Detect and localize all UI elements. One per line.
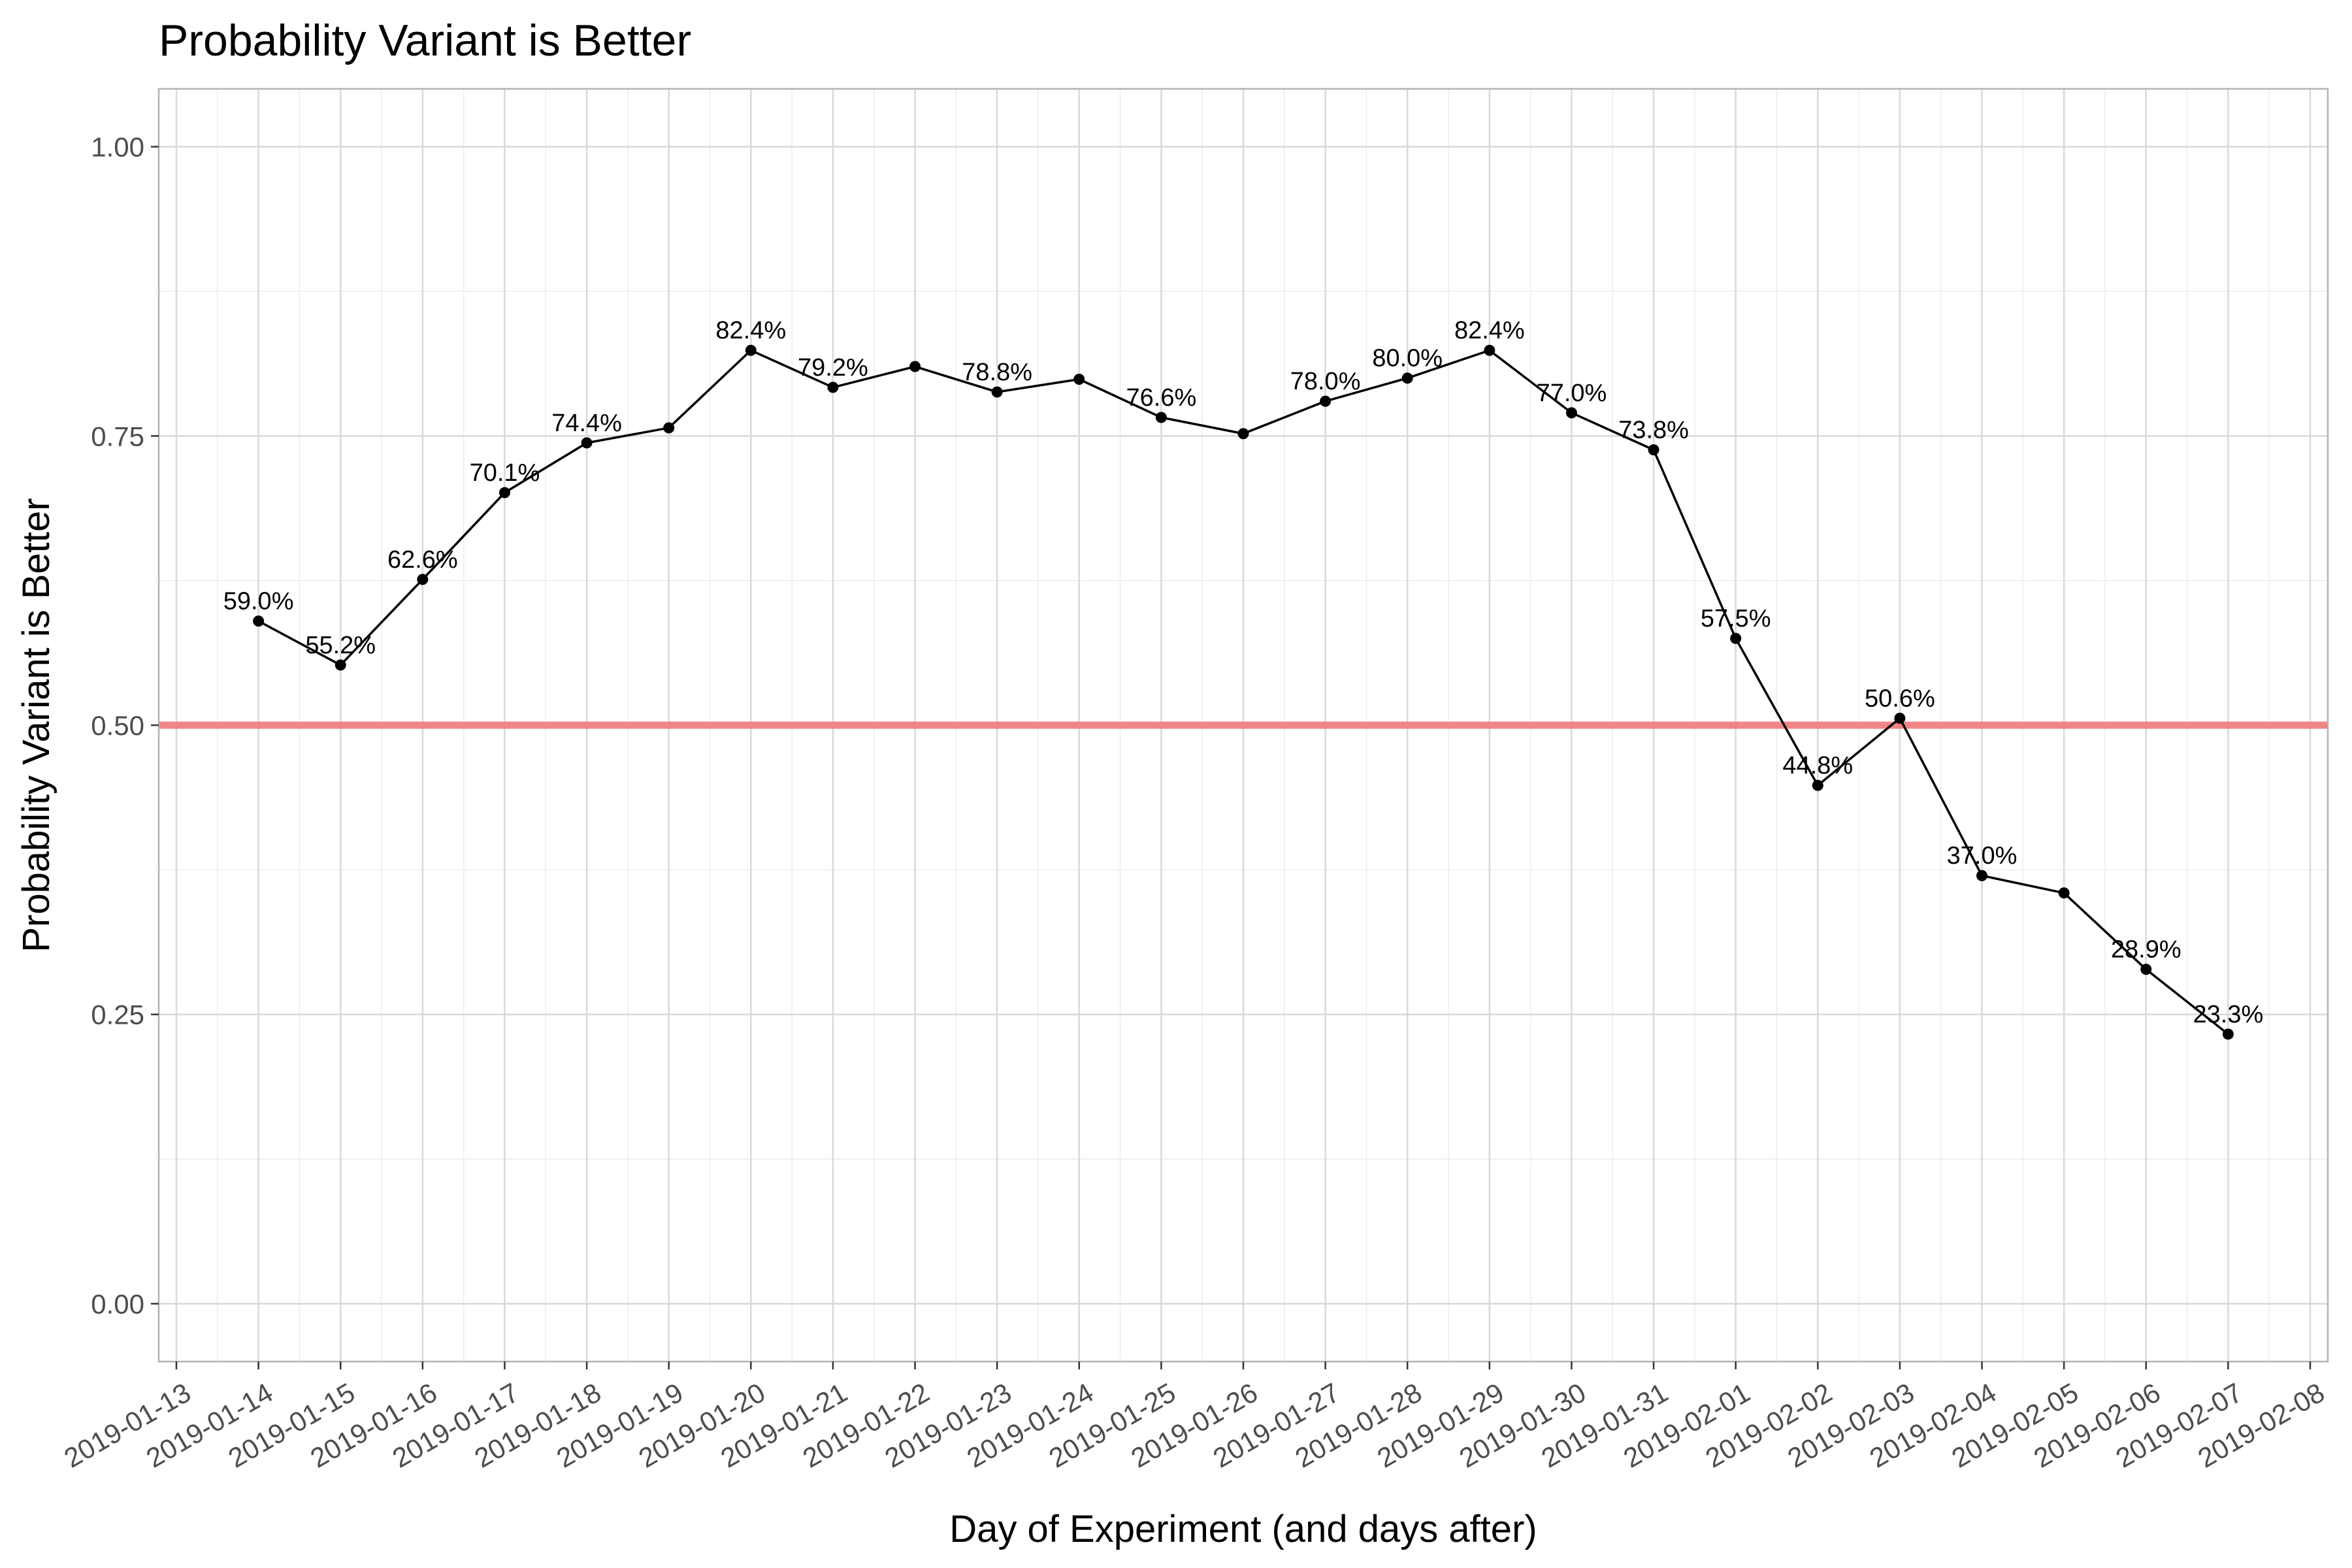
data-point [498,487,510,498]
data-point [1648,444,1659,456]
data-label: 62.6% [387,546,458,574]
data-point [1320,395,1331,407]
data-labels-layer: 59.0% 55.2% 62.6% 70.1% 74.4% 82.4% 79.2% 78.8%… [223,317,2264,1028]
data-label: 82.4% [715,317,786,344]
data-point [2058,887,2070,899]
data-point [827,382,839,393]
data-point [1894,712,1906,724]
data-point [2140,964,2152,975]
data-label: 50.6% [1865,685,1935,712]
data-label: 76.6% [1126,384,1197,412]
data-point [745,344,757,356]
data-point [335,659,346,671]
data-label: 78.8% [962,359,1032,386]
data-point [909,361,921,372]
series-layer [253,344,2234,1040]
y-tick-label: 0.00 [91,1288,144,1319]
data-label: 74.4% [551,410,622,437]
data-label: 78.0% [1290,368,1361,395]
data-point [1812,779,1823,791]
x-axis-title: Day of Experiment (and days after) [949,1508,1537,1550]
data-point [991,386,1003,398]
data-label: 79.2% [798,354,868,382]
data-point [581,437,593,449]
data-label: 73.8% [1618,417,1689,444]
y-tick-label: 0.50 [91,710,144,741]
data-point [417,574,429,585]
data-label: 57.5% [1701,605,1771,632]
y-axis-title: Probability Variant is Better [15,498,57,952]
data-label: 44.8% [1782,752,1853,779]
data-point [1073,373,1085,385]
data-label: 55.2% [305,632,376,659]
data-label: 70.1% [470,459,540,487]
data-label: 59.0% [223,588,294,615]
chart-title: Probability Variant is Better [159,16,691,65]
data-label: 77.0% [1537,380,1607,407]
data-point [1237,428,1249,440]
data-point [1976,870,1988,881]
data-point [1730,632,1742,644]
y-axis: 0.00 0.25 0.50 0.75 1.00 [91,132,159,1319]
y-tick-label: 0.75 [91,421,144,451]
data-label: 37.0% [1947,842,2017,870]
data-point [663,422,675,434]
data-label: 28.9% [2111,936,2181,964]
data-point [1565,407,1577,419]
data-label: 23.3% [2193,1001,2264,1028]
data-point [1155,412,1167,423]
data-point [1401,372,1413,384]
data-point [253,615,265,627]
data-label: 82.4% [1454,317,1525,344]
data-point [2222,1028,2234,1040]
y-tick-label: 1.00 [91,132,144,163]
data-label: 80.0% [1372,345,1443,372]
x-axis: 2019-01-132019-01-142019-01-152019-01-16… [59,1362,2330,1474]
data-point [1484,344,1495,356]
y-tick-label: 0.25 [91,1000,144,1030]
